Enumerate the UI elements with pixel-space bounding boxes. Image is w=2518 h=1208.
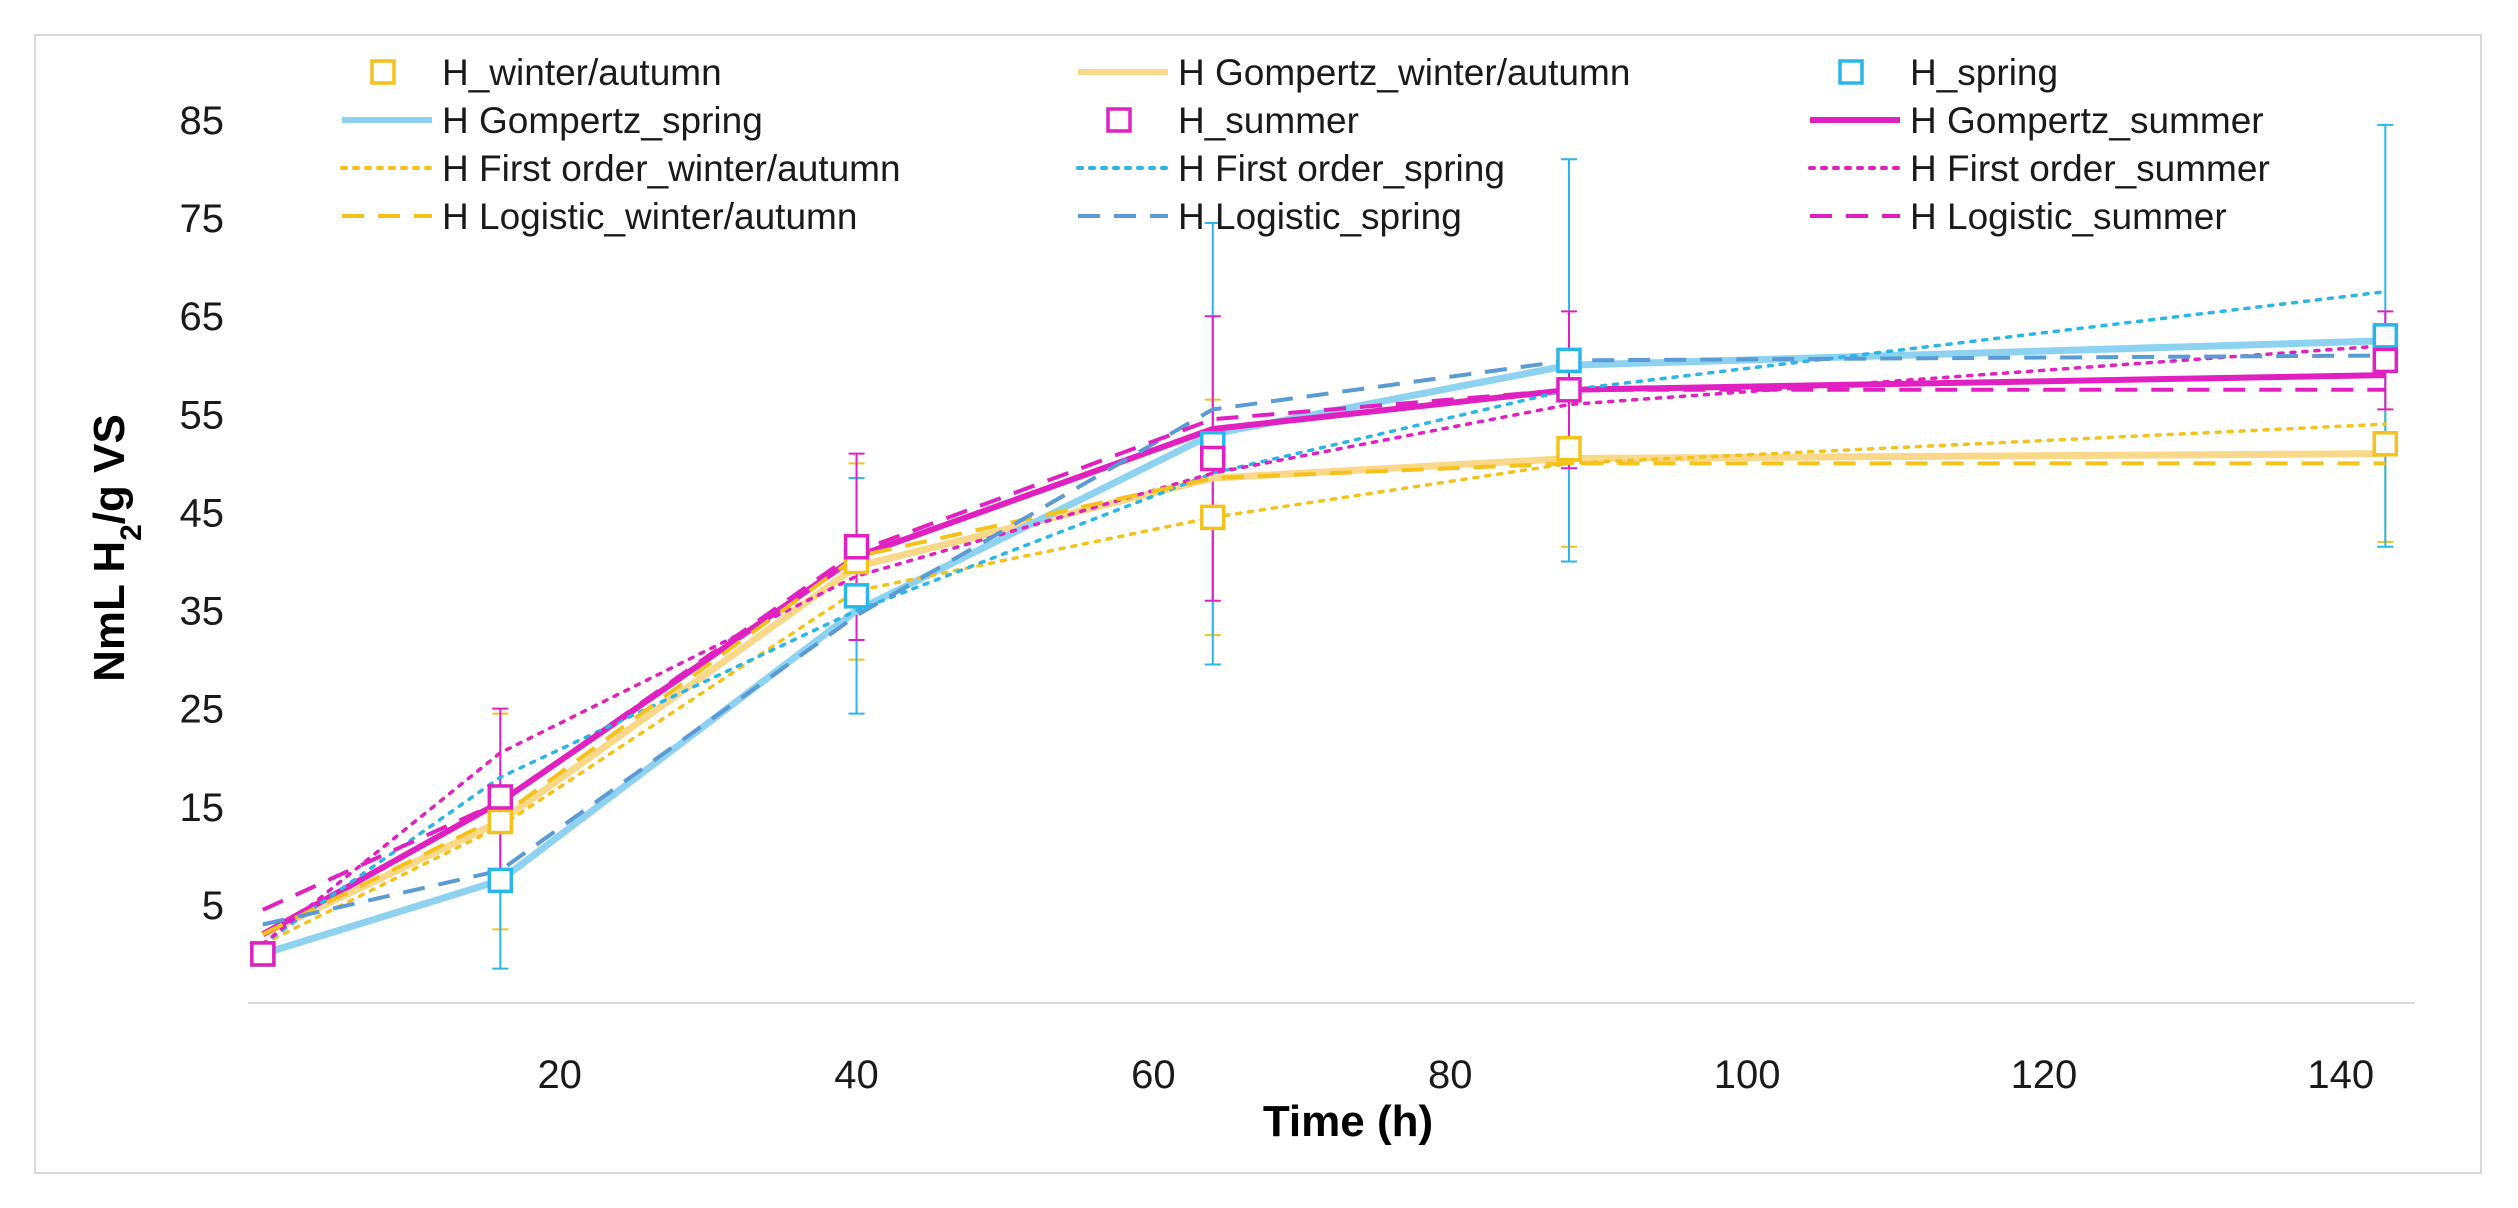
- legend-entry-h-spring: H_spring: [1838, 52, 2058, 93]
- x-tick-label: 80: [1428, 1053, 1473, 1097]
- y-tick-label: 85: [180, 99, 225, 143]
- x-tick-label: 20: [537, 1053, 582, 1097]
- legend-label: H Logistic_summer: [1910, 196, 2227, 237]
- error-bars: [492, 123, 2394, 970]
- legend-entry-h-first-order-spring: H First order_spring: [1076, 148, 1505, 189]
- y-tick-label: 75: [180, 197, 225, 241]
- legend-label: H Logistic_spring: [1178, 196, 1462, 237]
- legend-label: H Gompertz_summer: [1910, 100, 2264, 141]
- y-tick-label: 45: [180, 491, 225, 535]
- marker-h-winter-autumn: [1556, 435, 1582, 462]
- marker-h-spring: [2372, 323, 2399, 349]
- observed-markers: [250, 323, 2399, 967]
- legend-entry-h-first-order-summer: H First order_summer: [1808, 148, 2270, 189]
- series-line-h-logistic-summer: [261, 387, 2386, 912]
- marker-h-spring: [1556, 347, 1582, 374]
- legend-label: H Gompertz_spring: [442, 100, 763, 141]
- marker-h-summer: [487, 784, 514, 810]
- marker-h-summer: [1200, 445, 1226, 472]
- y-axis-title-suffix: /g VS: [85, 414, 134, 524]
- legend-entry-h-logistic-winter-autumn: H Logistic_winter/autumn: [342, 196, 857, 237]
- legend-entry-h-logistic-spring: H Logistic_spring: [1078, 196, 1462, 237]
- legend-entry-h-logistic-summer: H Logistic_summer: [1810, 196, 2227, 237]
- legend-swatch: [1838, 59, 1864, 85]
- series-line-h-gompertz-winter-autumn: [261, 450, 2386, 938]
- y-tick-label: 15: [180, 786, 225, 830]
- y-tick-label: 35: [180, 590, 225, 634]
- legend-label: H First order_winter/autumn: [442, 148, 901, 189]
- y-tick-label: 65: [180, 295, 225, 339]
- marker-h-winter-autumn: [487, 808, 514, 835]
- x-tick-label: 60: [1131, 1053, 1176, 1097]
- chart-frame: [34, 34, 2482, 1174]
- x-axis-title: Time (h): [1263, 1097, 1433, 1146]
- series-line-h-logistic-spring: [262, 353, 2386, 927]
- series-line-h-logistic-winter-autumn: [261, 461, 2386, 937]
- y-tick-label: 55: [180, 393, 225, 437]
- axes: 5 15 25 35 45 55 65 75 85 20 40 60 80 100 120 140: [180, 99, 2415, 1097]
- legend-entry-h-winter-autumn: H_winter/autumn: [370, 52, 722, 93]
- y-tick-label: 5: [202, 884, 224, 928]
- marker-h-summer: [2372, 347, 2399, 374]
- legend-entry-h-gompertz-winter-autumn: H Gompertz_winter/autumn: [1078, 52, 1630, 93]
- marker-h-summer: [843, 534, 870, 560]
- series-line-h-first-order-winter-autumn: [261, 422, 2388, 946]
- y-axis-title: NmL H2/g VS: [85, 414, 148, 682]
- legend-entry-h-gompertz-summer: H Gompertz_summer: [1810, 100, 2264, 141]
- x-tick-label: 40: [834, 1053, 879, 1097]
- x-tick-label: 100: [1714, 1053, 1781, 1097]
- legend-label: H Gompertz_winter/autumn: [1178, 52, 1630, 93]
- x-tick-label: 140: [2307, 1053, 2374, 1097]
- model-lines: [261, 289, 2388, 958]
- legend-swatch: [1106, 107, 1132, 133]
- legend-label: H First order_spring: [1178, 148, 1505, 189]
- marker-h-spring: [487, 867, 514, 894]
- legend-label: H_summer: [1178, 100, 1359, 141]
- series-line-h-first-order-summer: [261, 343, 2388, 946]
- legend-entry-h-first-order-winter-autumn: H First order_winter/autumn: [340, 148, 901, 189]
- legend-label: H_winter/autumn: [442, 52, 722, 93]
- legend: H_winter/autumn H Gompertz_winter/autumn H…: [340, 52, 2270, 237]
- x-tick-label: 120: [2011, 1053, 2078, 1097]
- marker-h-winter-autumn: [1200, 504, 1226, 531]
- series-line-h-first-order-spring: [261, 289, 2388, 946]
- legend-label: H First order_summer: [1910, 148, 2270, 189]
- legend-entry-h-gompertz-spring: H Gompertz_spring: [342, 100, 763, 141]
- legend-label: H_spring: [1910, 52, 2058, 93]
- marker-h-summer: [250, 941, 276, 967]
- y-axis-title-sub: 2: [115, 524, 148, 541]
- marker-h-winter-autumn: [2372, 431, 2399, 457]
- legend-swatch: [370, 59, 396, 85]
- series-line-h-gompertz-summer: [261, 372, 2386, 937]
- series-line-h-gompertz-spring: [261, 337, 2386, 958]
- legend-label: H Logistic_winter/autumn: [442, 196, 857, 237]
- y-axis-title-prefix: NmL H: [85, 541, 134, 682]
- marker-h-summer: [1556, 377, 1582, 403]
- legend-entry-h-summer: H_summer: [1106, 100, 1359, 141]
- y-tick-label: 25: [180, 688, 225, 732]
- marker-h-spring: [843, 583, 870, 609]
